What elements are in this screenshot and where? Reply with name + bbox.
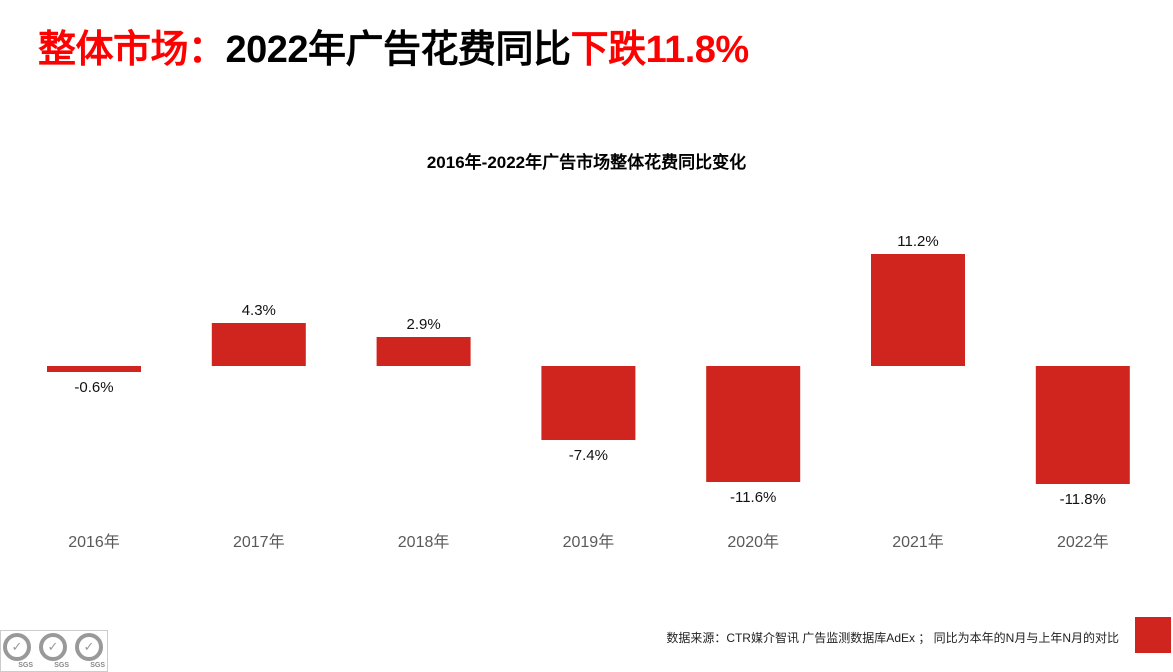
bar-2016年 bbox=[47, 366, 141, 372]
bar-2018年 bbox=[376, 337, 471, 366]
sgs-badge: ✓ SGS bbox=[73, 631, 107, 671]
data-label: -11.6% bbox=[730, 489, 776, 506]
data-label: 2.9% bbox=[406, 316, 440, 333]
title-part-decline: 下跌11.8% bbox=[570, 29, 750, 71]
source-footnote: 数据来源：CTR媒介智讯 广告监测数据库AdEx ； 同比为本年的N月与上年N月… bbox=[666, 631, 1119, 645]
chart-title: 2016年-2022年广告市场整体花费同比变化 bbox=[426, 153, 747, 172]
bar-2019年 bbox=[541, 366, 636, 440]
sgs-check-icon: ✓ bbox=[75, 633, 103, 661]
data-label: -7.4% bbox=[569, 447, 608, 464]
data-label: 4.3% bbox=[242, 302, 276, 319]
x-tick-label: 2017年 bbox=[233, 533, 285, 551]
x-tick-label: 2018年 bbox=[398, 533, 450, 551]
x-tick-label: 2016年 bbox=[68, 533, 120, 551]
page-title: 整体市场：2022年广告花费同比下跌11.8% bbox=[38, 18, 749, 73]
sgs-badge: ✓ SGS bbox=[1, 631, 35, 671]
x-tick-label: 2021年 bbox=[892, 533, 944, 551]
data-label: -11.8% bbox=[1060, 491, 1106, 508]
data-label: 11.2% bbox=[897, 233, 938, 250]
bar-2020年 bbox=[706, 366, 801, 482]
sgs-badge-label: SGS bbox=[54, 662, 69, 670]
corner-decoration bbox=[1135, 617, 1171, 653]
sgs-check-icon: ✓ bbox=[39, 633, 67, 661]
x-tick-label: 2022年 bbox=[1057, 533, 1109, 551]
x-tick-label: 2019年 bbox=[563, 533, 615, 551]
x-tick-label: 2020年 bbox=[727, 533, 779, 551]
title-part-main: 2022年广告花费同比 bbox=[225, 29, 572, 71]
bar-2021年 bbox=[871, 254, 965, 366]
sgs-check-icon: ✓ bbox=[3, 633, 31, 661]
sgs-badge: ✓ SGS bbox=[37, 631, 71, 671]
sgs-badge-label: SGS bbox=[18, 662, 33, 670]
data-label: -0.6% bbox=[74, 379, 113, 396]
bar-2022年 bbox=[1035, 366, 1130, 484]
sgs-certification-logos: ✓ SGS ✓ SGS ✓ SGS bbox=[0, 630, 108, 672]
title-part-market: 整体市场： bbox=[38, 29, 226, 71]
sgs-badge-label: SGS bbox=[90, 662, 105, 670]
bar-2017年 bbox=[211, 323, 306, 366]
